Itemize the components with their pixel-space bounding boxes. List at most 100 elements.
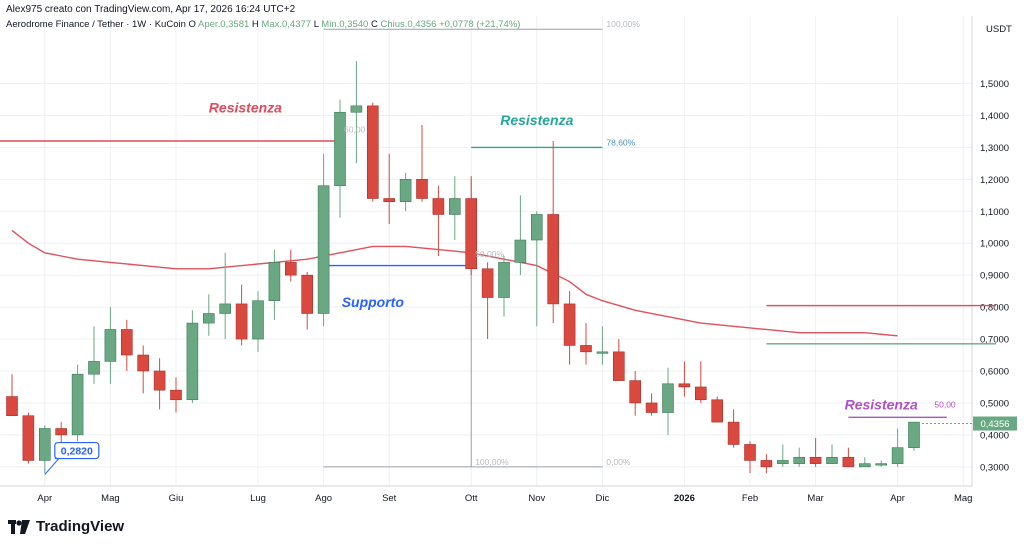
candle-body bbox=[334, 111, 346, 187]
candle-body bbox=[448, 198, 461, 215]
callout-value: 0,2820 bbox=[61, 446, 93, 458]
candle bbox=[448, 176, 461, 241]
candle-body bbox=[744, 444, 756, 461]
candle bbox=[219, 252, 231, 340]
x-tick-label: Set bbox=[382, 493, 397, 504]
candle bbox=[432, 185, 445, 256]
callout-box bbox=[54, 441, 100, 460]
y-tick-label: 1,5000 bbox=[980, 79, 1009, 90]
candle-body bbox=[71, 373, 84, 436]
candle-body bbox=[776, 460, 789, 464]
candle bbox=[596, 326, 609, 365]
candle bbox=[858, 457, 871, 468]
candle bbox=[612, 339, 625, 381]
y-tick-label: 1,1000 bbox=[980, 207, 1009, 218]
candle bbox=[465, 176, 478, 276]
last-price-value: 0,4356 bbox=[980, 419, 1009, 430]
candle-body bbox=[908, 421, 920, 448]
candle bbox=[6, 374, 18, 417]
y-tick-label: 0,9000 bbox=[980, 271, 1009, 282]
y-tick-label: 0,8000 bbox=[980, 303, 1009, 314]
candle bbox=[350, 61, 363, 164]
candle bbox=[875, 460, 888, 467]
candle bbox=[38, 425, 51, 474]
candle bbox=[284, 249, 297, 282]
candle bbox=[235, 284, 248, 346]
candle bbox=[334, 99, 346, 218]
candle bbox=[268, 249, 281, 320]
candle-body bbox=[235, 303, 248, 340]
candle bbox=[366, 102, 379, 202]
candle bbox=[891, 428, 904, 467]
candle bbox=[694, 361, 707, 403]
candle bbox=[629, 371, 642, 416]
candle-body bbox=[809, 456, 822, 464]
candle bbox=[170, 377, 182, 413]
price-chart[interactable]: USDT 1,5000 1,4000 1,3000 1,2000 1,1000 1,0000… bbox=[0, 16, 1024, 516]
candle-body bbox=[268, 262, 281, 302]
candle bbox=[826, 444, 838, 464]
candle-body bbox=[38, 428, 51, 461]
candle-body bbox=[498, 262, 510, 298]
fib-level-label: 50,00 bbox=[934, 399, 956, 409]
last-price-tag bbox=[973, 416, 1017, 431]
candle-body bbox=[875, 463, 888, 466]
candle bbox=[55, 422, 68, 445]
y-tick-label: 0,7000 bbox=[980, 335, 1009, 346]
candle-body bbox=[366, 105, 379, 199]
candle bbox=[662, 367, 674, 435]
x-tick-label: Lug bbox=[250, 493, 266, 504]
y-tick-label: 0,6000 bbox=[980, 367, 1009, 378]
candle-body bbox=[104, 329, 117, 362]
candle bbox=[563, 291, 576, 365]
candle bbox=[153, 358, 166, 410]
candle bbox=[71, 364, 84, 442]
candle-body bbox=[137, 354, 149, 372]
candle bbox=[88, 326, 100, 384]
candle bbox=[252, 291, 264, 352]
candle bbox=[776, 444, 789, 467]
candle-body bbox=[252, 300, 264, 340]
y-tick-label: 1,4000 bbox=[980, 111, 1009, 122]
chart-area[interactable]: USDT 1,5000 1,4000 1,3000 1,2000 1,1000 1,0000… bbox=[0, 16, 1024, 516]
candle-body bbox=[88, 361, 100, 375]
candle-body bbox=[793, 456, 806, 464]
candle-body bbox=[432, 198, 445, 215]
candle bbox=[727, 409, 740, 448]
candle-body bbox=[596, 351, 609, 354]
candle bbox=[547, 141, 560, 324]
candle bbox=[645, 393, 658, 416]
candle-body bbox=[186, 322, 199, 401]
candles bbox=[6, 61, 920, 474]
candle bbox=[760, 454, 773, 474]
candle bbox=[809, 438, 822, 467]
resistenza-3-label: Resistenza bbox=[845, 396, 918, 412]
candle-body bbox=[760, 460, 773, 468]
candle-body bbox=[662, 383, 674, 413]
candle bbox=[498, 256, 510, 317]
y-tick-label: 0,3000 bbox=[980, 462, 1009, 473]
moving-average-line bbox=[11, 229, 898, 337]
candle bbox=[711, 396, 724, 423]
resistenza-2-label: Resistenza bbox=[500, 112, 573, 128]
x-tick-label: 2026 bbox=[674, 493, 695, 504]
supporto-label: Supporto bbox=[342, 294, 405, 310]
brand-logo[interactable]: TradingView bbox=[8, 518, 124, 535]
candle-body bbox=[22, 415, 35, 461]
candle-body bbox=[284, 262, 297, 276]
candle-body bbox=[711, 399, 724, 423]
candle-body bbox=[612, 351, 625, 381]
candle bbox=[317, 153, 330, 327]
candle-body bbox=[891, 447, 904, 464]
fib-level-label: 60,00 bbox=[344, 125, 366, 135]
candle-body bbox=[629, 380, 642, 404]
x-tick-label: Giu bbox=[169, 493, 184, 504]
y-tick-label: 1,3000 bbox=[980, 143, 1009, 154]
candle-body bbox=[383, 198, 396, 202]
candle bbox=[416, 125, 428, 202]
candle bbox=[793, 447, 806, 467]
candle-body bbox=[826, 456, 838, 464]
x-tick-label: Ott bbox=[465, 493, 478, 504]
fib-level-label: 100,00% bbox=[606, 19, 640, 29]
x-tick-label: Nov bbox=[528, 493, 545, 504]
